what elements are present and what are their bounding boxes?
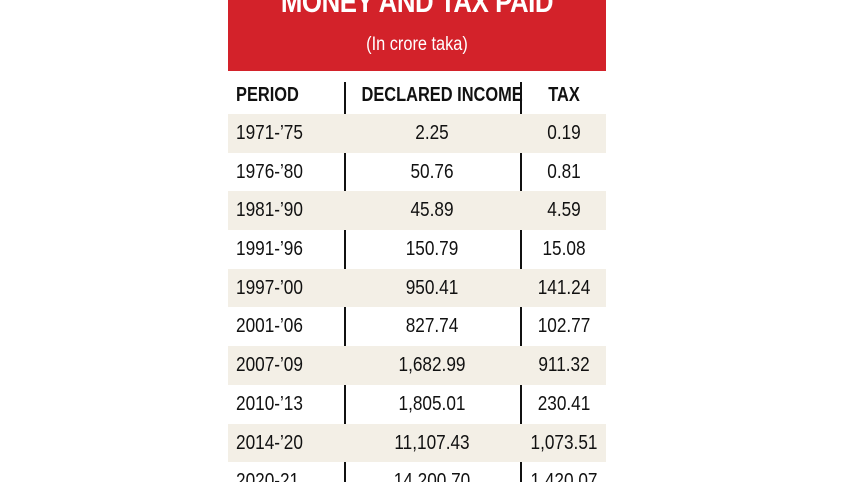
- declared-income-cell: 1,682.99: [398, 354, 466, 377]
- table-body: 1971-’75 2.25 0.19 1976-’80 50.76 0.81 1981-’9…: [228, 114, 606, 482]
- period-cell: 2014-’20: [236, 431, 303, 454]
- declared-income-cell: 150.79: [405, 238, 459, 261]
- tax-cell: 15.08: [542, 238, 586, 261]
- title-banner: MONEY AND TAX PAID (In crore taka): [228, 0, 606, 71]
- column-header-declared-income: DECLARED INCOME: [361, 84, 523, 106]
- table-row: 1981-’90 45.89 4.59: [228, 191, 606, 231]
- column-header-period: PERIOD: [236, 84, 299, 106]
- declared-income-cell: 45.89: [410, 199, 454, 222]
- table-row: 2007-’09 1,682.99 911.32: [228, 346, 606, 385]
- declared-income-cell: 14,200.70: [393, 470, 471, 482]
- period-cell: 2001-’06: [236, 315, 303, 338]
- period-cell: 1991-’96: [236, 238, 303, 261]
- declared-income-cell: 50.76: [410, 160, 454, 183]
- period-cell: 1971-’75: [236, 122, 303, 144]
- chart-title: MONEY AND TAX PAID: [280, 0, 554, 19]
- column-header-tax: TAX: [548, 84, 580, 106]
- tax-cell: 4.59: [547, 199, 581, 222]
- period-cell: 1997-’00: [236, 276, 303, 299]
- declared-income-cell: 2.25: [415, 122, 449, 144]
- period-cell: 1976-’80: [236, 160, 303, 183]
- tax-cell: 102.77: [537, 315, 591, 338]
- table-row: 1997-’00 950.41 141.24: [228, 268, 606, 308]
- period-cell: 1981-’90: [236, 199, 303, 222]
- tax-cell: 1,420.07: [530, 470, 598, 482]
- table-row: 2001-’06 827.74 102.77: [228, 307, 606, 346]
- table-row: 1991-’96 150.79 15.08: [228, 230, 606, 269]
- chart-subtitle: (In crore taka): [366, 34, 468, 55]
- table-row: 2014-’20 11,107.43 1,073.51: [228, 423, 606, 463]
- declared-income-cell: 1,805.01: [398, 392, 466, 415]
- period-cell: 2007-’09: [236, 354, 303, 377]
- declared-income-cell: 950.41: [405, 276, 459, 299]
- tax-cell: 1,073.51: [530, 431, 598, 454]
- tax-cell: 0.81: [547, 160, 581, 183]
- tax-cell: 911.32: [538, 354, 590, 377]
- table-row: 2010-’13 1,805.01 230.41: [228, 385, 606, 424]
- declared-income-cell: 11,107.43: [394, 431, 470, 454]
- tax-cell: 230.41: [537, 392, 591, 415]
- table-row: 1976-’80 50.76 0.81: [228, 153, 606, 192]
- table-row: 1971-’75 2.25 0.19: [228, 114, 606, 153]
- tax-cell: 141.24: [537, 276, 591, 299]
- infographic-table: MONEY AND TAX PAID (In crore taka) PERIO…: [228, 0, 606, 482]
- declared-income-cell: 827.74: [405, 315, 459, 338]
- tax-cell: 0.19: [547, 122, 581, 144]
- period-cell: 2020-21: [236, 470, 300, 482]
- table-row: 2020-21 14,200.70 1,420.07: [228, 462, 606, 482]
- period-cell: 2010-’13: [236, 392, 303, 415]
